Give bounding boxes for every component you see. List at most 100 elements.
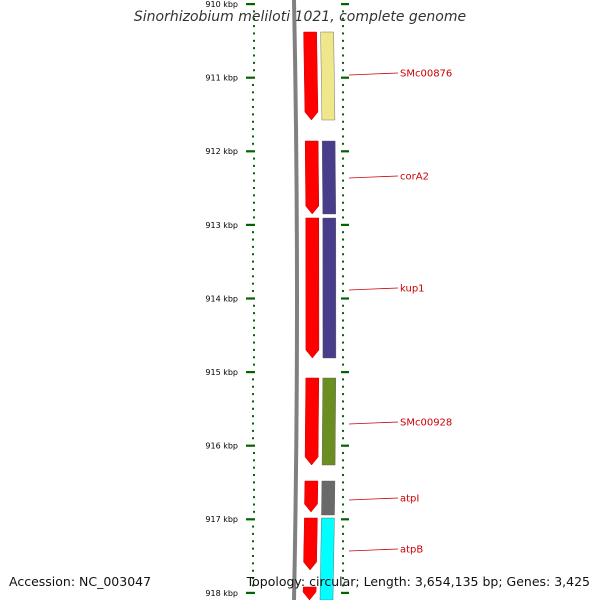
minor-tick	[252, 532, 254, 535]
minor-tick	[252, 106, 254, 109]
gene-label-atpb: atpB	[400, 545, 423, 556]
right-major-tick	[341, 150, 349, 153]
cds-arrow	[304, 377, 320, 466]
minor-tick	[253, 312, 255, 315]
cds-arrow	[305, 217, 320, 359]
right-ticks	[341, 3, 349, 594]
right-minor-tick	[342, 422, 344, 425]
gene-features	[302, 31, 337, 600]
right-minor-tick	[342, 481, 344, 484]
major-tick	[246, 591, 255, 594]
minor-tick	[253, 54, 255, 57]
right-minor-tick	[342, 172, 344, 175]
minor-tick	[252, 128, 254, 131]
minor-tick	[253, 496, 255, 499]
kbp-tick-label: 913 kbp	[205, 221, 238, 230]
right-minor-tick	[342, 260, 344, 263]
kbp-tick-label: 912 kbp	[205, 147, 238, 156]
right-minor-tick	[342, 577, 344, 580]
minor-tick	[253, 69, 255, 72]
right-minor-tick	[342, 562, 344, 565]
minor-tick	[253, 474, 255, 477]
minor-tick	[252, 378, 254, 381]
minor-tick	[252, 113, 254, 116]
right-major-tick	[341, 223, 349, 226]
major-tick	[246, 518, 255, 521]
minor-tick	[252, 547, 254, 550]
right-minor-tick	[342, 503, 344, 506]
minor-tick	[252, 260, 254, 263]
kbp-tick-label: 914 kbp	[205, 294, 238, 303]
kbp-tick-label: 917 kbp	[205, 515, 238, 524]
right-minor-tick	[342, 91, 344, 94]
right-minor-tick	[342, 437, 344, 440]
cds-arrow	[304, 140, 320, 215]
minor-tick	[252, 267, 254, 270]
right-minor-tick	[342, 113, 344, 116]
right-minor-tick	[342, 356, 344, 359]
minor-tick	[252, 555, 254, 557]
minor-tick	[252, 290, 254, 293]
right-minor-tick	[342, 275, 344, 278]
right-minor-tick	[342, 569, 344, 572]
right-major-tick	[341, 444, 349, 447]
minor-tick	[253, 481, 255, 484]
right-major-tick	[341, 371, 349, 374]
minor-tick	[253, 25, 255, 28]
right-minor-tick	[342, 451, 344, 454]
right-major-tick	[341, 518, 349, 521]
minor-tick	[253, 459, 255, 462]
minor-tick	[253, 216, 255, 219]
right-minor-tick	[342, 98, 344, 101]
minor-tick	[252, 120, 254, 123]
right-minor-tick	[342, 459, 344, 462]
kbp-tick-label: 918 kbp	[205, 589, 238, 598]
gene-label-leader	[348, 175, 399, 179]
major-tick	[246, 3, 255, 6]
minor-tick	[253, 194, 255, 197]
right-minor-tick	[342, 39, 344, 42]
minor-tick	[252, 437, 254, 440]
minor-tick	[252, 569, 254, 572]
right-minor-tick	[342, 385, 344, 388]
minor-tick	[252, 562, 254, 565]
right-minor-tick	[342, 32, 344, 35]
minor-tick	[252, 385, 254, 388]
major-tick	[246, 223, 255, 226]
kbp-tick-label: 910 kbp	[205, 0, 238, 9]
right-minor-tick	[342, 128, 344, 131]
minor-tick	[252, 407, 254, 410]
minor-tick	[253, 503, 255, 506]
minor-tick	[253, 319, 255, 322]
right-minor-tick	[342, 584, 344, 587]
right-minor-tick	[342, 69, 344, 72]
right-minor-tick	[342, 540, 344, 543]
minor-tick	[253, 172, 255, 175]
minor-tick	[253, 348, 255, 351]
right-minor-tick	[342, 341, 344, 344]
minor-tick	[253, 451, 255, 454]
cds-arrow	[303, 517, 318, 571]
right-major-tick	[341, 297, 349, 300]
right-major-tick	[341, 591, 349, 594]
right-minor-tick	[342, 106, 344, 109]
major-tick	[246, 76, 255, 79]
kbp-tick-label: 915 kbp	[205, 368, 238, 377]
minor-tick	[252, 275, 254, 278]
right-minor-tick	[342, 187, 344, 189]
minor-tick	[252, 429, 254, 432]
gene-arrow-kup1	[322, 217, 337, 359]
gene-label-leader	[348, 548, 399, 552]
gene-arrow-cora2	[321, 140, 336, 215]
right-minor-tick	[342, 142, 344, 145]
right-minor-tick	[342, 547, 344, 550]
gene-arrow-atpi	[321, 480, 336, 516]
kbp-tick-label: 911 kbp	[205, 74, 238, 83]
minor-tick	[252, 393, 254, 396]
major-tick	[246, 371, 255, 374]
kbp-tick-label: 916 kbp	[205, 442, 238, 451]
minor-tick	[253, 187, 255, 189]
right-minor-tick	[342, 238, 344, 241]
minor-tick	[253, 466, 255, 469]
right-minor-tick	[342, 209, 344, 212]
